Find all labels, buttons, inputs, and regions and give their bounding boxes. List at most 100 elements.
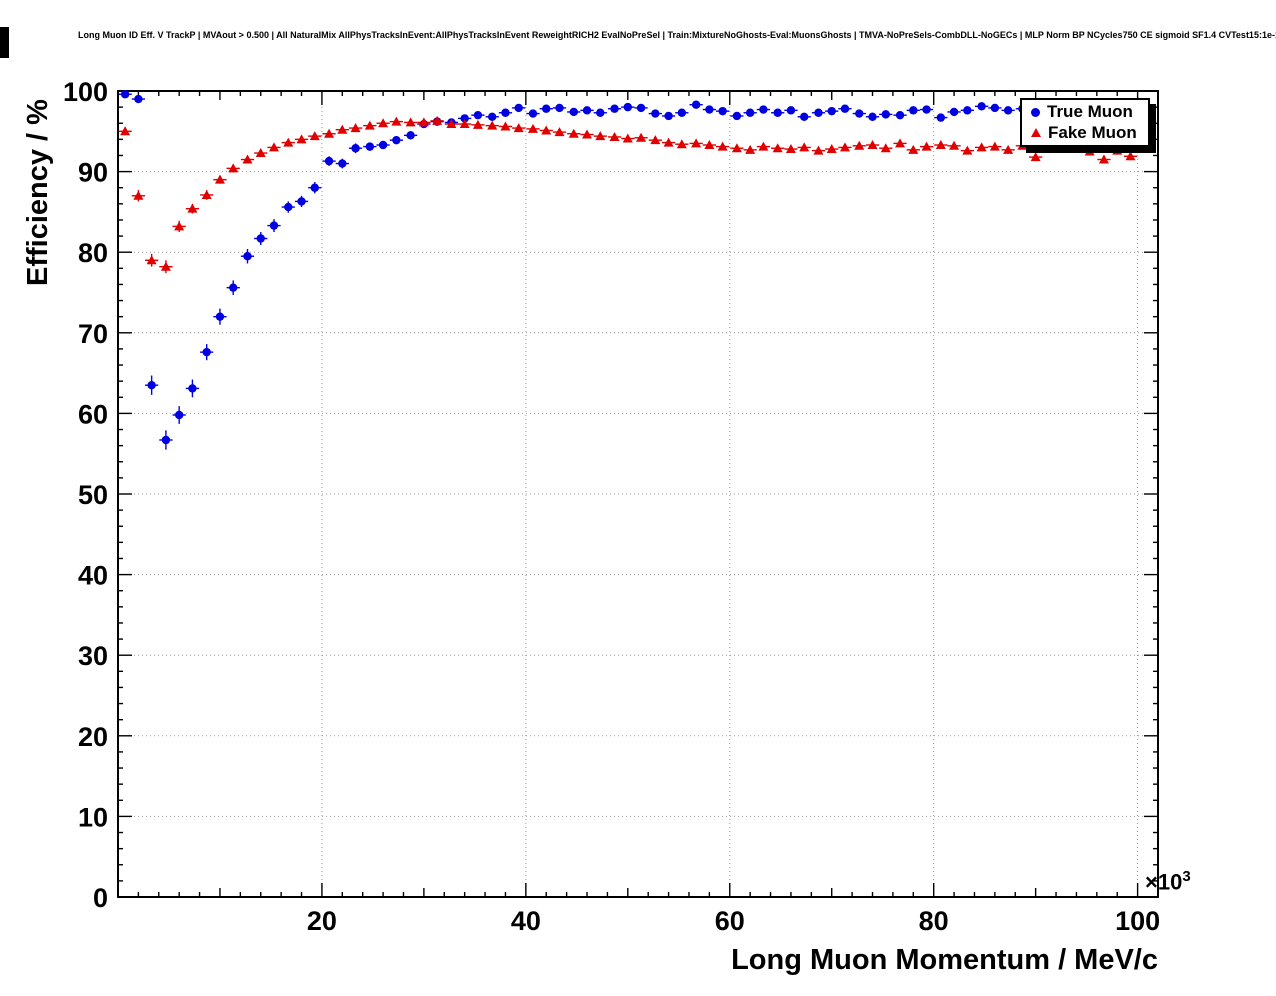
data-point-triangle xyxy=(160,261,171,271)
data-point-circle xyxy=(351,144,360,153)
data-point-triangle xyxy=(513,123,524,133)
data-point-circle xyxy=(759,105,768,114)
data-point-circle xyxy=(718,106,727,116)
data-point-triangle xyxy=(867,140,878,150)
data-point-circle xyxy=(188,384,197,393)
data-point-triangle xyxy=(908,144,919,154)
data-point-triangle xyxy=(826,144,837,154)
data-point-triangle xyxy=(187,203,198,213)
plot-title: Long Muon ID Eff. V TrackP | MVAout > 0.… xyxy=(78,30,1276,40)
data-point-circle xyxy=(664,111,673,121)
data-point-circle xyxy=(799,112,809,121)
data-point-triangle xyxy=(921,141,932,151)
data-point-triangle xyxy=(446,119,457,129)
tick-labels: 20 40 60 80 100 0 10 20 30 40 50 60 70 80 90 100 xyxy=(63,77,1160,936)
data-point-triangle xyxy=(255,148,266,158)
data-point-circle xyxy=(840,104,850,113)
data-point-circle xyxy=(732,111,742,121)
data-point-circle xyxy=(542,104,551,113)
data-point-circle xyxy=(990,103,1000,113)
data-point-triangle xyxy=(500,121,511,131)
data-point-triangle xyxy=(650,135,661,145)
data-point-circle xyxy=(814,108,823,117)
data-point-triangle xyxy=(527,123,538,133)
x-axis-title: Long Muon Momentum / MeV/c xyxy=(731,944,1158,976)
y-tick-label: 60 xyxy=(78,399,108,429)
data-point-triangle xyxy=(758,141,769,151)
data-point-circle xyxy=(256,234,265,243)
data-point-circle xyxy=(269,221,279,230)
canvas-corner-marker xyxy=(0,27,9,58)
data-point-triangle xyxy=(745,144,756,154)
data-point-circle xyxy=(963,106,972,115)
data-point-circle xyxy=(243,252,252,261)
data-point-triangle xyxy=(324,128,335,138)
data-point-triangle xyxy=(622,133,633,143)
series-fake-muon xyxy=(118,115,1138,274)
data-point-triangle xyxy=(663,137,674,147)
data-point-triangle xyxy=(772,143,783,153)
data-point-circle xyxy=(651,109,660,118)
data-point-triangle xyxy=(405,117,416,127)
data-point-triangle xyxy=(309,131,320,141)
data-point-circle xyxy=(555,103,564,113)
y-tick-label: 30 xyxy=(78,641,108,671)
data-point-triangle xyxy=(554,127,565,137)
legend[interactable]: True Muon Fake Muon xyxy=(1020,98,1150,147)
data-point-circle xyxy=(582,106,592,115)
data-point-triangle xyxy=(636,132,647,142)
data-point-circle xyxy=(501,108,510,117)
data-point-circle xyxy=(514,103,523,113)
data-point-circle xyxy=(202,347,211,357)
data-point-triangle xyxy=(364,120,375,130)
y-tick-label: 40 xyxy=(78,561,108,591)
data-point-triangle xyxy=(785,144,796,154)
data-point-triangle xyxy=(283,137,294,147)
data-point-triangle xyxy=(691,138,702,148)
gridlines xyxy=(118,91,1158,897)
legend-entry-true-muon[interactable]: True Muon xyxy=(1022,102,1148,122)
data-point-triangle xyxy=(432,115,443,125)
x-tick-label: 100 xyxy=(1115,906,1160,936)
data-point-circle xyxy=(569,107,578,117)
y-tick-label: 90 xyxy=(78,158,108,188)
data-point-triangle xyxy=(201,189,212,199)
data-point-circle xyxy=(827,106,836,116)
y-tick-label: 80 xyxy=(78,238,108,268)
legend-entry-fake-muon[interactable]: Fake Muon xyxy=(1022,123,1148,143)
data-point-circle xyxy=(936,113,946,122)
data-point-triangle xyxy=(1125,151,1136,161)
data-point-circle xyxy=(365,142,375,151)
y-tick-label: 70 xyxy=(78,319,108,349)
y-tick-label: 100 xyxy=(63,77,108,107)
data-point-circle xyxy=(487,112,497,121)
data-point-triangle xyxy=(350,123,361,133)
data-point-circle xyxy=(705,105,714,114)
data-point-circle xyxy=(949,107,959,117)
y-axis-title: Efficiency / % xyxy=(22,99,54,286)
legend-label-true-muon: True Muon xyxy=(1047,102,1133,122)
data-point-circle xyxy=(922,105,931,114)
data-point-triangle xyxy=(487,120,498,130)
data-point-triangle xyxy=(1030,152,1041,162)
data-point-triangle xyxy=(1112,145,1123,155)
data-point-triangle xyxy=(391,116,402,126)
data-point-circle xyxy=(134,94,143,104)
data-point-circle xyxy=(745,108,755,117)
data-point-circle xyxy=(610,104,619,113)
data-point-triangle xyxy=(146,255,157,265)
data-point-circle xyxy=(161,435,171,445)
data-point-circle xyxy=(378,140,388,150)
x-axis-scale-exponent: ×103 xyxy=(1145,868,1191,895)
data-point-circle xyxy=(120,90,130,99)
data-point-triangle xyxy=(609,131,620,141)
data-point-triangle xyxy=(935,140,946,150)
data-point-triangle xyxy=(214,174,225,184)
data-point-circle xyxy=(786,106,796,115)
data-point-circle xyxy=(977,102,986,111)
data-point-triangle xyxy=(813,145,824,155)
data-point-triangle xyxy=(976,142,987,152)
legend-label-fake-muon: Fake Muon xyxy=(1048,122,1137,142)
data-point-circle xyxy=(596,108,605,117)
